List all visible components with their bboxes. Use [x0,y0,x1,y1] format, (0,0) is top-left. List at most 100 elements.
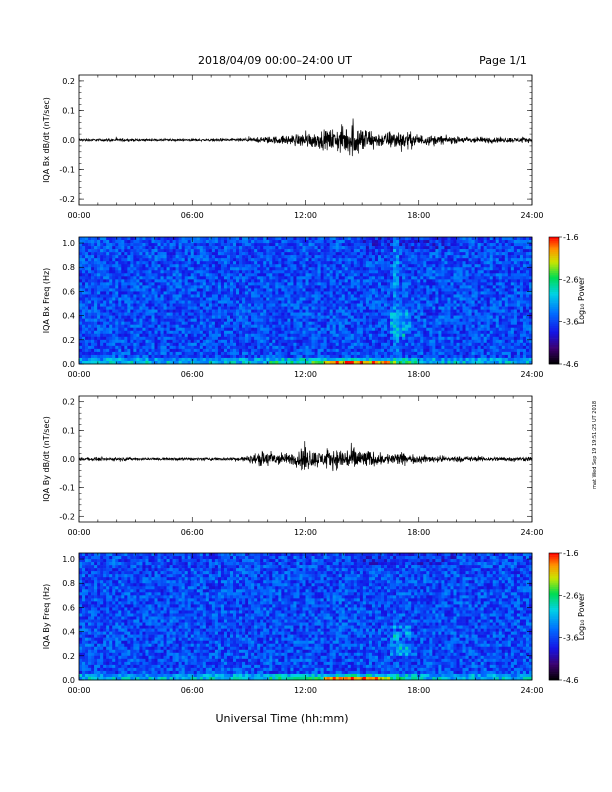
spectrogram-cell [251,279,255,283]
spectrogram-cell [308,237,312,241]
spectrogram-cell [411,306,415,310]
spectrogram-cell [181,315,185,319]
spectrogram-cell [220,285,225,289]
spectrogram-cell [202,285,207,289]
spectrogram-cell [293,300,297,304]
spectrogram-cell [362,246,367,250]
spectrogram-cell [405,285,409,289]
spectrogram-cell [163,342,167,347]
spectrogram-cell [251,354,255,359]
spectrogram-cell [374,273,379,277]
spectrogram-cell [145,249,149,253]
spectrogram-cell [233,351,237,356]
spectrogram-cell [245,276,249,280]
spectrogram-cell [278,348,282,353]
spectrogram-cell [332,261,336,265]
spectrogram-cell [226,345,231,350]
spectrogram-cell [417,261,421,265]
spectrogram-cell [193,351,198,356]
spectrogram-cell [281,252,285,256]
spectrogram-cell [233,312,237,316]
spectrogram-cell [308,255,312,259]
spectrogram-cell [118,297,122,301]
spectrogram-cell [181,303,185,307]
spectrogram-cell [193,312,198,316]
spectrogram-cell [88,267,92,271]
spectrogram-cell [130,252,134,256]
spectrogram-cell [365,336,370,341]
spectrogram-cell [429,237,433,241]
spectrogram-cell [109,318,113,322]
spectrogram-cell [217,267,222,271]
spectrogram-cell [208,318,213,322]
spectrogram-cell [239,333,243,338]
spectrogram-cell [100,267,104,271]
spectrogram-cell [317,303,321,307]
spectrogram-cell [103,318,107,322]
spectrogram-cell [359,303,364,307]
spectrogram-cell [293,336,297,341]
spectrogram-cell [97,351,101,356]
spectrogram-cell [163,336,167,341]
spectrogram-cell [196,285,201,289]
spectrogram-cell [85,360,89,365]
spectrogram-cell [302,285,306,289]
spectrogram-cell [423,303,427,307]
spectrogram-cell [254,312,258,316]
spectrogram-cell [175,312,179,316]
spectrogram-cell [414,306,418,310]
spectrogram-cell [251,282,255,286]
spectrogram-cell [411,339,415,344]
spectrogram-cell [103,312,107,316]
spectrogram-cell [420,276,424,280]
spectrogram-cell [115,252,119,256]
spectrogram-cell [175,357,179,362]
spectrogram-cell [226,306,231,310]
spectrogram-cell [302,348,306,353]
spectrogram-cell [121,270,125,274]
spectrogram-cell [103,285,107,289]
spectrogram-cell [305,333,309,338]
spectrogram-cell [82,309,86,313]
spectrogram-cell [112,306,116,310]
spectrogram-cell [387,342,391,347]
spectrogram-cell [287,282,291,286]
spectrogram-cell [281,243,285,247]
spectrogram-cell [118,348,122,353]
spectrogram-cell [130,345,134,350]
spectrogram-cell [239,279,243,283]
spectrogram-cell [287,345,291,350]
spectrogram-cell [112,303,116,307]
spectrogram-cell [109,330,113,335]
spectrogram-cell [190,252,195,256]
spectrogram-cell [311,312,315,316]
spectrogram-cell [148,279,152,283]
spectrogram-cell [317,324,321,329]
spectrogram-cell [100,309,104,313]
spectrogram-cell [124,267,128,271]
spectrogram-cell [254,309,258,313]
spectrogram-cell [226,336,231,341]
spectrogram-cell [139,345,143,350]
spectrogram-cell [344,306,349,310]
spectrogram-cell [245,354,249,359]
spectrogram-cell [160,348,164,353]
spectrogram-cell [287,270,291,274]
spectrogram-cell [296,333,300,338]
spectrogram-cell [233,342,237,347]
spectrogram-cell [266,300,270,304]
spectrogram-cell [169,240,173,244]
spectrogram-cell [100,288,104,292]
spectrogram-cell [396,240,400,244]
spectrogram-cell [251,300,255,304]
spectrogram-cell [284,357,288,362]
spectrogram-cell [269,297,273,301]
spectrogram-cell [251,273,255,277]
spectrogram-cell [193,336,198,341]
spectrogram-cell [103,246,107,250]
spectrogram-cell [82,267,86,271]
spectrogram-cell [423,342,427,347]
spectrogram-cell [423,279,427,283]
spectrogram-cell [368,351,373,356]
spectrogram-cell [242,240,246,244]
